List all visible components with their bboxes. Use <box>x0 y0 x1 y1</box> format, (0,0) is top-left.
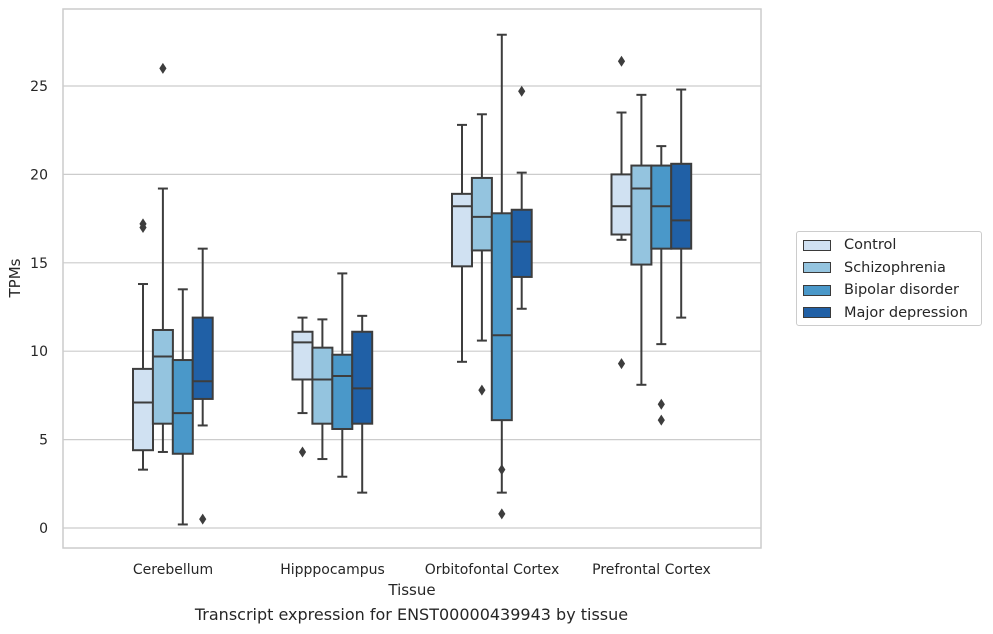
outlier-point <box>518 85 526 97</box>
x-tick-labels: Cerebellum Hipppocampus Orbitofontal Corte… <box>133 562 711 578</box>
box-major-depression <box>351 314 374 494</box>
outlier-point <box>199 513 207 525</box>
outlier-point <box>617 55 626 67</box>
box-iqr <box>451 192 473 268</box>
boxes <box>132 33 693 526</box>
legend-swatch <box>803 307 831 318</box>
box-iqr <box>351 330 374 425</box>
box-iqr <box>630 164 653 266</box>
outlier-point <box>478 384 486 396</box>
legend-swatch <box>803 284 831 296</box>
box-control <box>132 218 154 471</box>
y-axis-title: TPMs <box>6 258 24 298</box>
y-tick-label: 15 <box>30 256 48 272</box>
legend-item: Control <box>803 235 896 255</box>
x-tick-label: Prefrontal Cortex <box>592 562 711 578</box>
x-tick-label: Hipppocampus <box>280 562 385 578</box>
x-tick-label: Cerebellum <box>133 562 213 578</box>
box-bipolar-disorder <box>171 288 194 526</box>
box-iqr <box>132 367 154 452</box>
legend-label: Bipolar disorder <box>844 282 959 298</box>
box-iqr <box>670 162 693 250</box>
box-major-depression <box>191 247 214 525</box>
y-tick-label: 25 <box>30 79 48 95</box>
box-bipolar-disorder <box>331 272 354 478</box>
y-tick-label: 10 <box>30 344 48 360</box>
legend-item: Bipolar disorder <box>803 280 959 300</box>
box-control <box>610 55 633 370</box>
legend: Control Schizophrenia Bipolar disorder Majo… <box>796 231 982 326</box>
box-iqr <box>171 359 194 455</box>
gridlines <box>63 85 761 529</box>
box-control <box>291 316 314 458</box>
legend-label: Control <box>844 237 897 253</box>
box-major-depression <box>670 88 693 319</box>
x-axis-title: Tissue <box>387 581 435 599</box>
outlier-point <box>657 414 665 426</box>
box-iqr <box>331 353 354 430</box>
legend-swatch <box>803 262 831 273</box>
outlier-point <box>617 358 626 370</box>
box-schizophrenia <box>151 62 174 453</box>
box-control <box>451 123 473 363</box>
y-tick-label: 0 <box>39 521 48 537</box>
box-major-depression <box>510 85 533 310</box>
outlier-point <box>159 62 167 74</box>
legend-swatch <box>803 239 831 251</box>
box-iqr <box>191 316 214 400</box>
box-bipolar-disorder <box>650 145 673 426</box>
box-iqr <box>470 176 493 252</box>
legend-item: Schizophrenia <box>803 258 946 278</box>
box-schizophrenia <box>311 318 334 461</box>
y-tick-labels: 0 5 10 15 20 25 <box>30 79 48 537</box>
outlier-point <box>139 218 147 230</box>
box-schizophrenia <box>630 93 653 386</box>
legend-label: Schizophrenia <box>844 259 946 276</box>
legend-item: Major depression <box>803 303 968 323</box>
box-bipolar-disorder <box>490 33 513 520</box>
y-tick-label: 20 <box>30 167 48 183</box>
box-iqr <box>490 212 513 422</box>
chart-caption: Transcript expression for ENST0000043994… <box>194 605 629 624</box>
outlier-point <box>498 464 506 476</box>
outlier-point <box>657 398 665 410</box>
box-schizophrenia <box>470 113 493 396</box>
x-tick-label: Orbitofontal Cortex <box>425 562 560 578</box>
box-iqr <box>151 328 174 425</box>
plot-area-frame <box>62 8 762 549</box>
box-iqr <box>311 346 334 425</box>
box-iqr <box>510 208 533 278</box>
y-tick-label: 5 <box>39 433 48 449</box>
box-iqr <box>291 330 314 381</box>
box-iqr <box>610 173 633 236</box>
legend-label: Major depression <box>844 304 968 321</box>
outlier-point <box>498 508 506 520</box>
outlier-point <box>298 446 307 458</box>
